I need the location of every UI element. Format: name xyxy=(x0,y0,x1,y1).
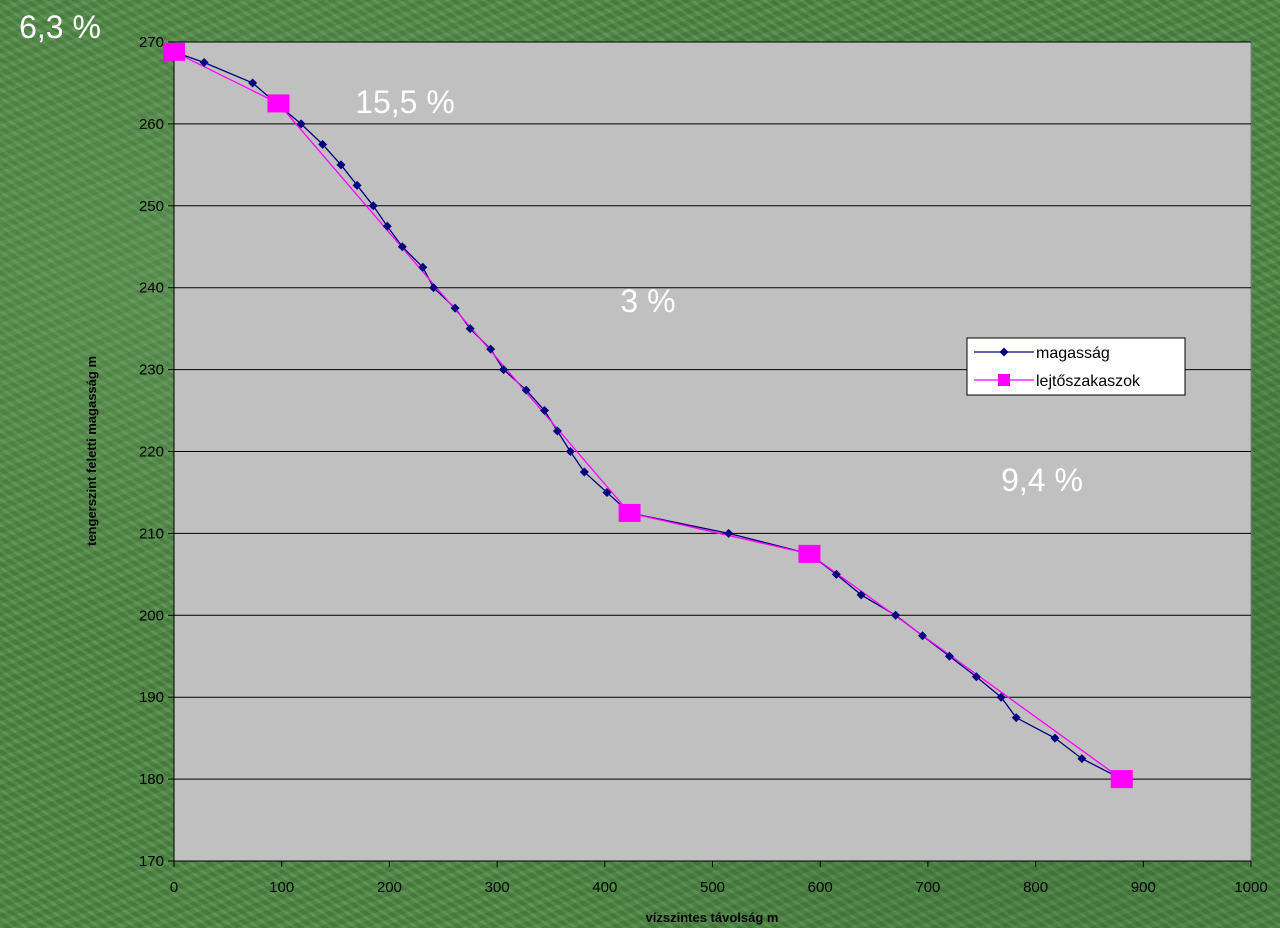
data-point-magassag xyxy=(296,119,306,129)
data-point-lejtoszakaszok xyxy=(618,503,641,522)
y-tick-label: 230 xyxy=(139,362,164,379)
legend-label-lejtoszakaszok: lejtőszakaszok xyxy=(1036,373,1141,390)
y-tick-label: 180 xyxy=(139,771,164,788)
x-tick-label: 100 xyxy=(269,879,294,896)
data-point-magassag xyxy=(565,447,575,456)
data-point-magassag xyxy=(248,78,258,88)
data-point-magassag xyxy=(891,610,901,620)
data-point-magassag xyxy=(552,426,562,436)
x-tick-label: 600 xyxy=(808,879,833,896)
data-point-lejtoszakaszok xyxy=(267,94,290,113)
data-point-magassag xyxy=(1077,754,1087,764)
data-point-magassag xyxy=(602,487,612,497)
data-point-magassag xyxy=(831,569,841,579)
data-point-magassag xyxy=(450,303,460,313)
legend-swatch-marker-magassag xyxy=(999,347,1009,357)
data-point-magassag xyxy=(418,262,428,272)
y-tick-label: 210 xyxy=(139,525,164,542)
x-axis-title: vízszintes távolság m xyxy=(646,910,779,925)
x-tick-label: 500 xyxy=(700,879,725,896)
plot-area xyxy=(173,41,1252,862)
x-tick-label: 700 xyxy=(915,879,940,896)
data-point-magassag xyxy=(368,201,378,211)
y-tick-label: 220 xyxy=(139,444,164,461)
y-tick-label: 240 xyxy=(139,280,164,297)
y-tick-label: 260 xyxy=(139,116,164,133)
data-point-magassag xyxy=(971,672,981,682)
slope-annotation-4: 9,4 % xyxy=(1001,462,1083,498)
data-point-magassag xyxy=(856,590,866,600)
data-point-magassag xyxy=(944,651,954,661)
data-point-magassag xyxy=(579,467,589,477)
data-point-magassag xyxy=(318,139,328,149)
x-tick-label: 200 xyxy=(377,879,402,896)
data-point-magassag xyxy=(429,283,439,293)
data-point-lejtoszakaszok xyxy=(1110,770,1133,789)
data-point-magassag xyxy=(397,242,407,252)
legend: magasság lejtőszakaszok xyxy=(966,337,1186,396)
data-point-magassag xyxy=(724,528,734,538)
data-point-lejtoszakaszok xyxy=(163,42,185,61)
y-tick-label: 190 xyxy=(139,689,164,706)
data-point-magassag xyxy=(1011,713,1021,723)
data-point-magassag xyxy=(336,160,346,170)
data-point-magassag xyxy=(996,692,1006,702)
data-point-lejtoszakaszok xyxy=(798,544,821,563)
series-layer xyxy=(163,42,1133,789)
axes: 170 180 190 200 210 220 230 240 250 260 270 0 100 200… xyxy=(139,34,1268,896)
slope-annotation-2: 15,5 % xyxy=(355,84,455,120)
x-tick-label: 800 xyxy=(1023,879,1048,896)
data-point-magassag xyxy=(486,344,496,354)
y-tick-label: 200 xyxy=(139,607,164,624)
y-axis-title: tengerszint feletti magasság m xyxy=(84,356,99,546)
legend-label-magassag: magasság xyxy=(1036,345,1110,362)
slope-annotation-1: 6,3 % xyxy=(19,9,101,45)
data-point-magassag xyxy=(352,180,362,190)
x-tick-label: 300 xyxy=(485,879,510,896)
y-tick-label: 270 xyxy=(139,34,164,51)
data-point-magassag xyxy=(382,221,392,231)
slope-annotation-3: 3 % xyxy=(620,283,675,319)
legend-swatch-marker-lejtoszakaszok xyxy=(998,374,1010,386)
data-point-magassag xyxy=(918,631,928,641)
x-tick-label: 1000 xyxy=(1234,879,1267,896)
y-tick-label: 170 xyxy=(139,853,164,870)
x-tick-label: 0 xyxy=(170,879,178,896)
data-point-magassag xyxy=(465,324,475,334)
data-point-magassag xyxy=(1050,733,1060,743)
legend-swatches xyxy=(974,347,1034,386)
data-point-magassag xyxy=(499,365,509,375)
data-point-magassag xyxy=(521,385,531,395)
y-tick-label: 250 xyxy=(139,198,164,215)
x-tick-label: 400 xyxy=(592,879,617,896)
data-point-magassag xyxy=(199,57,209,67)
data-point-magassag xyxy=(539,406,549,416)
x-tick-label: 900 xyxy=(1131,879,1156,896)
